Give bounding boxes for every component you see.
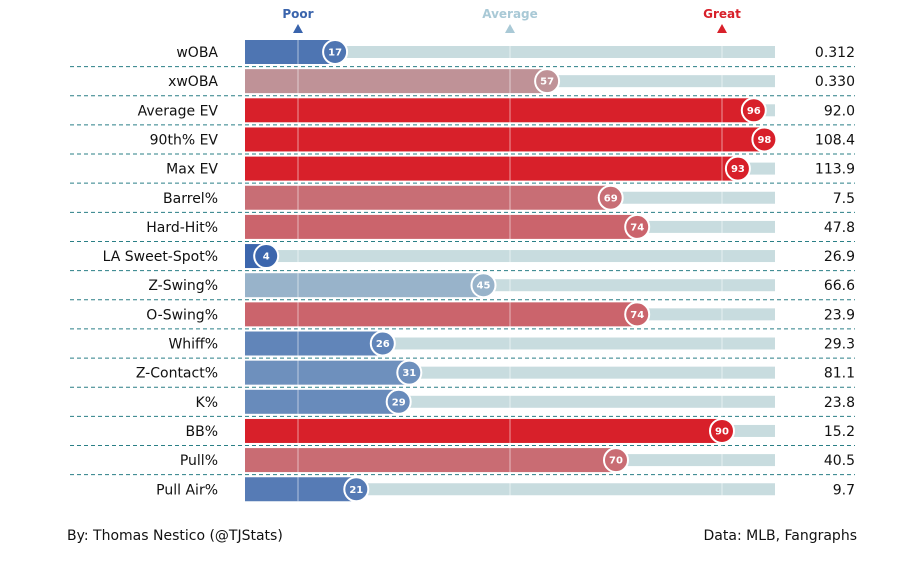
percentile-label-whiff: 26 bbox=[376, 339, 390, 350]
value-barrel: 7.5 bbox=[833, 191, 855, 207]
percentile-label-pull-air: 21 bbox=[349, 485, 363, 496]
value-hard-hit: 47.8 bbox=[824, 220, 855, 236]
metric-label-max-ev: Max EV bbox=[166, 162, 218, 178]
metric-label-average-ev: Average EV bbox=[138, 103, 219, 119]
bar-hard-hit bbox=[245, 214, 638, 239]
percentile-marker-k bbox=[385, 388, 412, 415]
percentile-marker-la-sweet-spot bbox=[253, 243, 280, 270]
value-z-contact: 81.1 bbox=[824, 366, 855, 382]
percentile-marker-z-contact bbox=[396, 359, 423, 386]
bar-pull-air bbox=[245, 477, 357, 502]
bar-average-ev bbox=[245, 98, 754, 123]
bar-woba bbox=[245, 40, 336, 64]
percentile-marker-pull bbox=[603, 447, 629, 474]
value-woba: 0.312 bbox=[815, 45, 855, 61]
metric-label-z-swing: Z-Swing% bbox=[148, 278, 218, 294]
percentile-marker-xwoba bbox=[534, 68, 561, 95]
percentile-label-z-contact: 31 bbox=[402, 368, 416, 379]
percentile-marker-pull-air bbox=[343, 476, 370, 503]
metric-label-k: K% bbox=[196, 395, 218, 411]
scale-marker-average-icon bbox=[505, 24, 515, 33]
value-la-sweet-spot: 26.9 bbox=[824, 249, 855, 265]
bar-xwoba bbox=[245, 69, 548, 94]
scale-label-poor: Poor bbox=[282, 7, 313, 21]
metric-label-whiff: Whiff% bbox=[168, 337, 218, 353]
bar-max-ev bbox=[245, 156, 738, 181]
percentile-marker-whiff bbox=[369, 330, 396, 357]
percentile-label-xwoba: 57 bbox=[540, 77, 554, 88]
value-z-swing: 66.6 bbox=[824, 278, 855, 294]
percentile-label-max-ev: 93 bbox=[731, 164, 745, 175]
bar-o-swing bbox=[245, 302, 638, 327]
value-o-swing: 23.9 bbox=[824, 307, 855, 323]
bar-whiff bbox=[245, 331, 383, 356]
value-xwoba: 0.330 bbox=[815, 74, 855, 90]
value-whiff: 29.3 bbox=[824, 337, 855, 353]
scale-label-great: Great bbox=[703, 7, 741, 21]
percentile-marker-barrel bbox=[597, 184, 624, 211]
metric-label-barrel: Barrel% bbox=[163, 191, 218, 207]
metric-label-pull-air: Pull Air% bbox=[156, 482, 218, 498]
footer-source: Data: MLB, Fangraphs bbox=[703, 528, 857, 544]
percentile-marker-max-ev bbox=[724, 155, 751, 182]
bar-k bbox=[245, 389, 399, 414]
value-90th-ev: 108.4 bbox=[815, 132, 855, 148]
value-k: 23.8 bbox=[824, 395, 855, 411]
metric-label-woba: wOBA bbox=[176, 45, 218, 61]
metric-label-hard-hit: Hard-Hit% bbox=[146, 220, 218, 236]
percentile-label-barrel: 69 bbox=[604, 193, 618, 204]
value-max-ev: 113.9 bbox=[815, 162, 855, 178]
metric-label-pull: Pull% bbox=[180, 453, 218, 469]
bar-pull bbox=[245, 448, 616, 473]
percentile-marker-woba bbox=[322, 39, 349, 65]
metric-label-z-contact: Z-Contact% bbox=[136, 366, 218, 382]
scale-marker-poor-icon bbox=[293, 24, 303, 33]
bar-z-swing bbox=[245, 273, 484, 298]
bar-90th-ev bbox=[245, 127, 765, 152]
percentile-label-90th-ev: 98 bbox=[757, 135, 771, 146]
scale-marker-great-icon bbox=[717, 24, 727, 33]
percentile-label-average-ev: 96 bbox=[747, 106, 761, 117]
bar-z-contact bbox=[245, 360, 410, 385]
percentile-marker-bb bbox=[709, 417, 735, 444]
percentile-marker-hard-hit bbox=[624, 213, 651, 240]
percentile-label-z-swing: 45 bbox=[477, 281, 491, 292]
percentile-label-o-swing: 74 bbox=[630, 310, 644, 321]
percentile-label-la-sweet-spot: 4 bbox=[263, 252, 270, 263]
bar-bb bbox=[245, 418, 722, 443]
footer-credit: By: Thomas Nestico (@TJStats) bbox=[67, 528, 283, 544]
bar-barrel bbox=[245, 185, 611, 210]
metric-label-xwoba: xwOBA bbox=[168, 74, 218, 90]
percentile-marker-average-ev bbox=[740, 97, 767, 124]
metric-label-la-sweet-spot: LA Sweet-Spot% bbox=[103, 249, 218, 265]
scale-label-average: Average bbox=[482, 7, 538, 21]
metric-label-90th-ev: 90th% EV bbox=[150, 132, 219, 148]
percentile-label-k: 29 bbox=[392, 397, 406, 408]
percentile-label-hard-hit: 74 bbox=[630, 222, 644, 233]
percentile-label-woba: 17 bbox=[328, 48, 342, 59]
value-bb: 15.2 bbox=[824, 424, 855, 440]
metric-label-o-swing: O-Swing% bbox=[146, 307, 218, 323]
percentile-marker-90th-ev bbox=[751, 126, 778, 153]
percentile-marker-o-swing bbox=[624, 301, 651, 328]
percentile-label-bb: 90 bbox=[715, 426, 729, 437]
value-average-ev: 92.0 bbox=[824, 103, 855, 119]
percentile-marker-z-swing bbox=[470, 272, 497, 299]
value-pull: 40.5 bbox=[824, 453, 855, 469]
value-pull-air: 9.7 bbox=[833, 482, 855, 498]
percentile-label-pull: 70 bbox=[609, 456, 623, 467]
metric-label-bb: BB% bbox=[185, 424, 218, 440]
